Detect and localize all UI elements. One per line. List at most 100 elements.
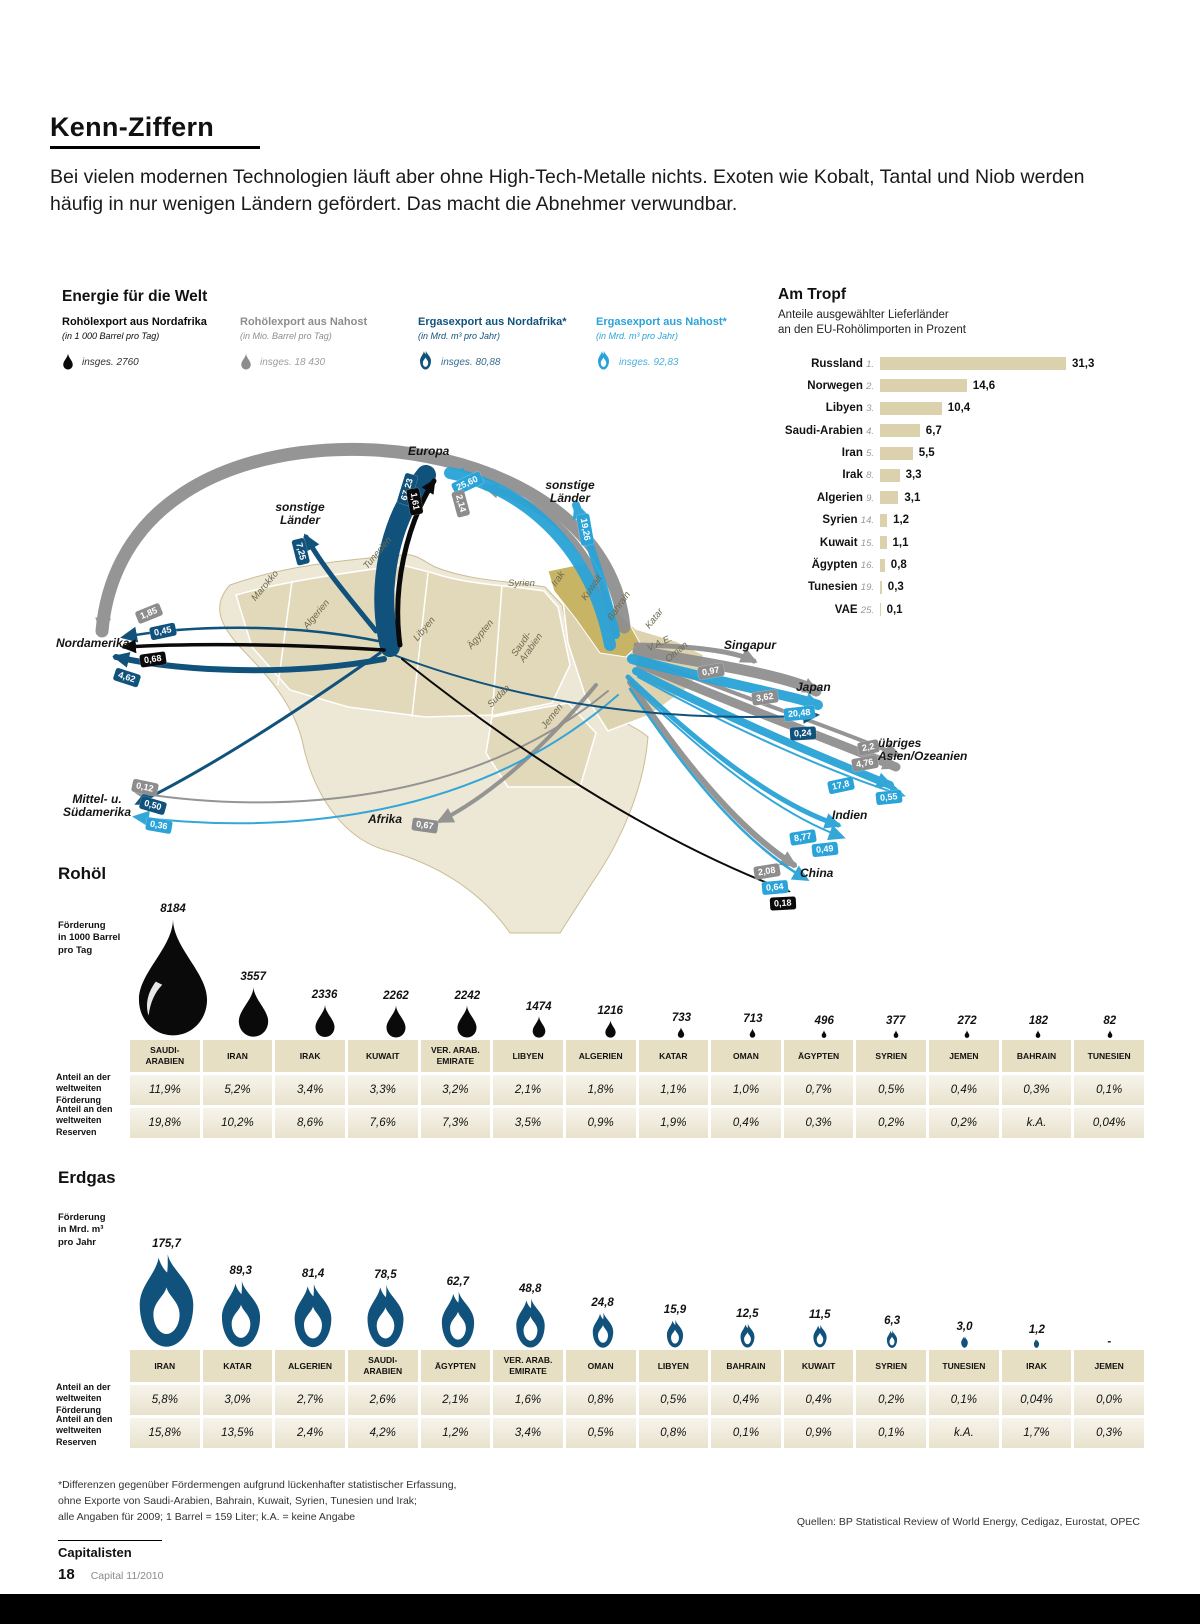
am-tropf-row: Russland 1. 31,3 bbox=[778, 352, 1178, 374]
am-tropf-row: Kuwait 15. 1,1 bbox=[778, 531, 1178, 553]
gas-flame-icon bbox=[139, 1254, 194, 1347]
bar-country: VAE 25. bbox=[834, 603, 874, 616]
reserves-share: 7,3% bbox=[420, 1108, 491, 1138]
rohoel-title: Rohöl bbox=[58, 864, 107, 883]
bar-rank: 8. bbox=[866, 470, 874, 482]
rohoel-reserves-row: 19,8% 10,2% 8,6% 7,6% 7,3% 3,5% 0,9% 1,9% 0,4% 0,… bbox=[130, 1108, 1144, 1138]
am-tropf-chart: Am Tropf Anteile ausgewählter Lieferländ… bbox=[778, 286, 1178, 621]
production-share: 0,4% bbox=[711, 1385, 781, 1415]
gas-flame-icon bbox=[666, 1319, 684, 1348]
flows-oil-nordafrika bbox=[121, 478, 791, 894]
dest-label-sonstige-ost: sonstige Länder bbox=[545, 478, 595, 505]
commodity-column: 78,5 bbox=[351, 1269, 420, 1348]
production-share: 0,8% bbox=[565, 1385, 636, 1415]
flow-value-label: 0,49 bbox=[811, 841, 839, 858]
reserves-share: 1,2% bbox=[420, 1418, 491, 1448]
gas-flame-icon bbox=[887, 1330, 898, 1348]
am-tropf-rows: Russland 1. 31,3 Norwegen 2. 14,6 Libyen 3. 1… bbox=[778, 352, 1178, 621]
gas-flame-icon bbox=[1034, 1339, 1040, 1348]
bar bbox=[880, 536, 887, 550]
production-share: 1,0% bbox=[711, 1075, 781, 1105]
flow-gas-nahost-indien-a bbox=[625, 674, 842, 829]
production-value: 1,2 bbox=[1028, 1324, 1045, 1336]
map-landmass bbox=[219, 554, 705, 934]
production-value: 82 bbox=[1103, 1015, 1117, 1027]
legend-title: Rohölexport aus Nahost bbox=[240, 316, 368, 328]
reserves-share: 0,2% bbox=[929, 1108, 999, 1138]
production-value: 81,4 bbox=[301, 1268, 325, 1280]
reserves-share: 19,8% bbox=[130, 1108, 200, 1138]
bar-country: Ägypten 16. bbox=[811, 559, 874, 572]
bar-rank: 25. bbox=[860, 604, 874, 616]
bar-country: Syrien 14. bbox=[822, 514, 874, 527]
production-share: 1,8% bbox=[565, 1075, 636, 1105]
legend-total: insges. 18 430 bbox=[260, 356, 326, 368]
commodity-column: 48,8 bbox=[496, 1283, 565, 1348]
commodity-column: 713 bbox=[719, 1013, 787, 1038]
flow-map-canvas bbox=[95, 442, 906, 934]
bar bbox=[880, 603, 881, 617]
oil-drop-icon bbox=[62, 352, 74, 370]
erdgas-production-row: 5,8% 3,0% 2,7% 2,6% 2,1% 1,6% 0,8% 0,5% 0,4% 0,4%… bbox=[130, 1385, 1144, 1415]
legend-total: insges. 2760 bbox=[82, 356, 139, 368]
commodity-column: - bbox=[1075, 1336, 1144, 1348]
reserves-share: 0,8% bbox=[638, 1418, 709, 1448]
country-name: ÄGYPTEN bbox=[783, 1040, 854, 1072]
gas-flame-icon bbox=[961, 1336, 968, 1348]
oil-drop-icon bbox=[63, 352, 73, 370]
production-value: 713 bbox=[743, 1013, 763, 1025]
oil-drop-icon bbox=[821, 1030, 827, 1038]
am-tropf-subtitle-2: an den EU-Rohölimporten in Prozent bbox=[778, 324, 966, 337]
bar-country: Saudi-Arabien 4. bbox=[784, 424, 874, 437]
production-share: 2,6% bbox=[347, 1385, 418, 1415]
country-name: OMAN bbox=[711, 1040, 781, 1072]
country-name: KUWAIT bbox=[347, 1040, 418, 1072]
flow-oil-nahost-afrika bbox=[436, 683, 598, 823]
legend-item-oil-nordafrika: Rohölexport aus Nordafrika (in 1 000 Bar… bbox=[62, 316, 214, 370]
am-tropf-row: Libyen 3. 10,4 bbox=[778, 397, 1178, 419]
flow-gas-nahost-asien-a bbox=[632, 667, 894, 789]
production-value: - bbox=[1107, 1336, 1112, 1348]
country-label-syrien: Syrien bbox=[508, 578, 535, 589]
oil-drop-icon bbox=[1107, 1030, 1113, 1038]
production-value: 2242 bbox=[454, 990, 481, 1002]
bar-value: 31,3 bbox=[1072, 357, 1095, 370]
commodity-column: 81,4 bbox=[278, 1268, 347, 1348]
issue-label: Capital 11/2010 bbox=[90, 1570, 164, 1582]
page-footer-line: 18 Capital 11/2010 bbox=[58, 1566, 163, 1583]
production-share: 11,9% bbox=[130, 1075, 200, 1105]
production-value: 48,8 bbox=[519, 1283, 542, 1295]
production-share: 3,3% bbox=[347, 1075, 418, 1105]
oil-drop-icon bbox=[750, 1028, 756, 1038]
commodity-column: 175,7 bbox=[130, 1238, 203, 1348]
map-legend: Rohölexport aus Nordafrika (in 1 000 Bar… bbox=[62, 316, 748, 370]
country-name: BAHRAIN bbox=[1001, 1040, 1072, 1072]
bar-value: 6,7 bbox=[925, 424, 942, 437]
legend-item-gas-nordafrika: Ergasexport aus Nordafrika* (in Mrd. m³ … bbox=[418, 316, 570, 370]
flow-oil-nahost-china bbox=[627, 679, 798, 868]
bar-rank: 15. bbox=[860, 537, 874, 549]
bar bbox=[880, 401, 942, 415]
commodity-column: 62,7 bbox=[423, 1276, 492, 1348]
production-share: 2,7% bbox=[275, 1385, 345, 1415]
dest-label-europa: Europa bbox=[408, 444, 450, 458]
flow-oil-nahost-japan bbox=[632, 645, 822, 697]
country-name: TUNESIEN bbox=[1074, 1040, 1144, 1072]
commodity-column: 496 bbox=[790, 1015, 858, 1038]
commodity-column: 12,5 bbox=[713, 1308, 782, 1348]
gas-flame-icon bbox=[516, 1298, 545, 1348]
oil-drop-icon bbox=[238, 986, 268, 1037]
reserves-share: 0,04% bbox=[1074, 1108, 1144, 1138]
commodity-column: 377 bbox=[861, 1015, 929, 1038]
rohoel-production-row-label: Anteil an der weltweiten Förderung bbox=[56, 1072, 111, 1105]
legend-title: Rohölexport aus Nordafrika bbox=[62, 316, 207, 328]
country-name: IRAN bbox=[202, 1040, 273, 1072]
rohoel-icons-row: 8184 3557 2336 2262 2242 1474 1216 733 713 496 377… bbox=[130, 880, 1144, 1038]
commodity-column: 11,5 bbox=[785, 1309, 854, 1348]
gas-flame-icon bbox=[367, 1284, 404, 1348]
flow-gas-nahost-japan bbox=[627, 654, 823, 710]
erdgas-reserves-row-label: Anteil an den weltweiten Reserven bbox=[56, 1414, 113, 1447]
production-share: 3,0% bbox=[202, 1385, 273, 1415]
commodity-column: 15,9 bbox=[640, 1304, 709, 1348]
reserves-share: 1,9% bbox=[638, 1108, 709, 1138]
